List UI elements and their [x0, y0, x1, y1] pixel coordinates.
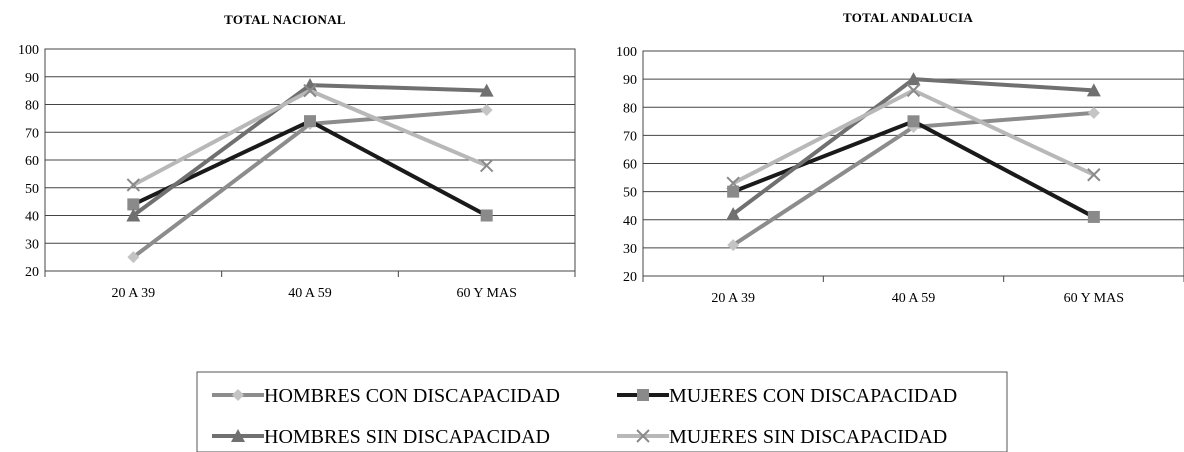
x-tick-label: 60 Y MAS	[1064, 291, 1124, 306]
series-4	[126, 83, 494, 192]
legend-marker	[231, 429, 245, 442]
legend-marker	[232, 389, 244, 401]
data-point	[727, 185, 740, 198]
series-3	[726, 72, 1101, 221]
data-point	[127, 251, 140, 264]
series-line	[132, 119, 488, 218]
legend-marker	[636, 429, 650, 443]
data-point	[906, 83, 921, 98]
data-point	[1086, 83, 1101, 97]
y-tick-label: 80	[623, 101, 637, 116]
legend-items: HOMBRES CON DISCAPACIDAD MUJERES CON DISC…	[212, 385, 957, 448]
data-point	[479, 83, 494, 97]
y-tick-label: 30	[623, 242, 637, 257]
chart-title: TOTAL NACIONAL	[224, 12, 346, 27]
y-tick-label: 100	[616, 45, 637, 60]
y-tick-label: 20	[25, 265, 39, 280]
data-point	[479, 158, 494, 173]
data-point	[1087, 168, 1101, 182]
legend-box	[196, 371, 1008, 452]
x-axis-ticks: 20 A 39 40 A 59 60 Y MAS	[642, 276, 1184, 306]
data-point	[126, 208, 141, 222]
x-tick-label: 60 Y MAS	[456, 286, 516, 301]
gridlines	[643, 78, 1184, 249]
data-point	[726, 176, 740, 190]
data-point	[906, 72, 921, 86]
series-4	[726, 83, 1101, 190]
x-tick-label: 20 A 39	[711, 291, 755, 306]
y-tick-label: 100	[18, 43, 39, 58]
series-3	[126, 78, 494, 222]
legend-label: MUJERES SIN DISCAPACIDAD	[669, 426, 947, 448]
legend-label: HOMBRES CON DISCAPACIDAD	[264, 385, 560, 407]
x-tick-label: 40 A 59	[892, 291, 936, 306]
legend-item: HOMBRES SIN DISCAPACIDAD	[212, 426, 550, 448]
chart-total-andalucia: TOTAL ANDALUCIA 20 30 40 50 60 70 80 90 100 20 A…	[616, 10, 1184, 306]
data-point	[1087, 210, 1100, 223]
series-2	[127, 115, 493, 222]
y-tick-label: 50	[623, 186, 637, 201]
chart-total-nacional: TOTAL NACIONAL 20 30 40 50 60 70 80 90 100 20 A …	[18, 12, 576, 301]
data-point	[304, 115, 316, 128]
data-point	[480, 104, 493, 117]
series-layer	[726, 72, 1101, 252]
data-point	[907, 115, 920, 128]
series-line	[731, 77, 1094, 216]
data-point	[303, 83, 317, 98]
y-tick-label: 70	[25, 126, 39, 141]
y-tick-label: 20	[623, 270, 637, 285]
y-tick-label: 60	[623, 158, 637, 173]
legend-item: MUJERES SIN DISCAPACIDAD	[617, 426, 947, 448]
y-axis-ticks: 20 30 40 50 60 70 80 90 100	[18, 43, 39, 280]
chart-title: TOTAL ANDALUCIA	[843, 10, 973, 25]
y-tick-label: 50	[25, 182, 39, 197]
x-tick-label: 20 A 39	[112, 286, 156, 301]
plot-border	[44, 48, 576, 272]
legend-label: MUJERES CON DISCAPACIDAD	[669, 385, 957, 407]
y-axis-ticks: 20 30 40 50 60 70 80 90 100	[616, 45, 637, 285]
x-axis-ticks: 20 A 39 40 A 59 60 Y MAS	[44, 271, 576, 301]
chart-legend: HOMBRES CON DISCAPACIDAD MUJERES CON DISC…	[196, 371, 1008, 452]
legend-marker	[637, 389, 649, 401]
gridlines	[45, 76, 575, 244]
legend-item: HOMBRES CON DISCAPACIDAD	[212, 385, 560, 407]
series-layer	[126, 78, 494, 264]
y-tick-label: 90	[623, 73, 637, 88]
y-tick-label: 90	[25, 71, 39, 86]
y-tick-label: 80	[25, 99, 39, 114]
data-point	[727, 239, 740, 252]
plot-frame	[44, 48, 576, 272]
data-point	[126, 178, 141, 192]
y-tick-label: 30	[25, 237, 39, 252]
data-point	[726, 207, 741, 221]
legend-label: HOMBRES SIN DISCAPACIDAD	[264, 426, 550, 448]
plot-frame	[642, 50, 1184, 277]
plot-border	[642, 50, 1184, 277]
y-tick-label: 60	[25, 154, 39, 169]
data-point	[127, 198, 140, 211]
x-tick-label: 40 A 59	[288, 286, 332, 301]
legend-item: MUJERES CON DISCAPACIDAD	[617, 385, 957, 407]
data-point	[1087, 106, 1100, 119]
data-point	[480, 209, 493, 222]
y-tick-label: 40	[25, 210, 39, 225]
y-tick-label: 40	[623, 214, 637, 229]
y-tick-label: 70	[623, 129, 637, 144]
